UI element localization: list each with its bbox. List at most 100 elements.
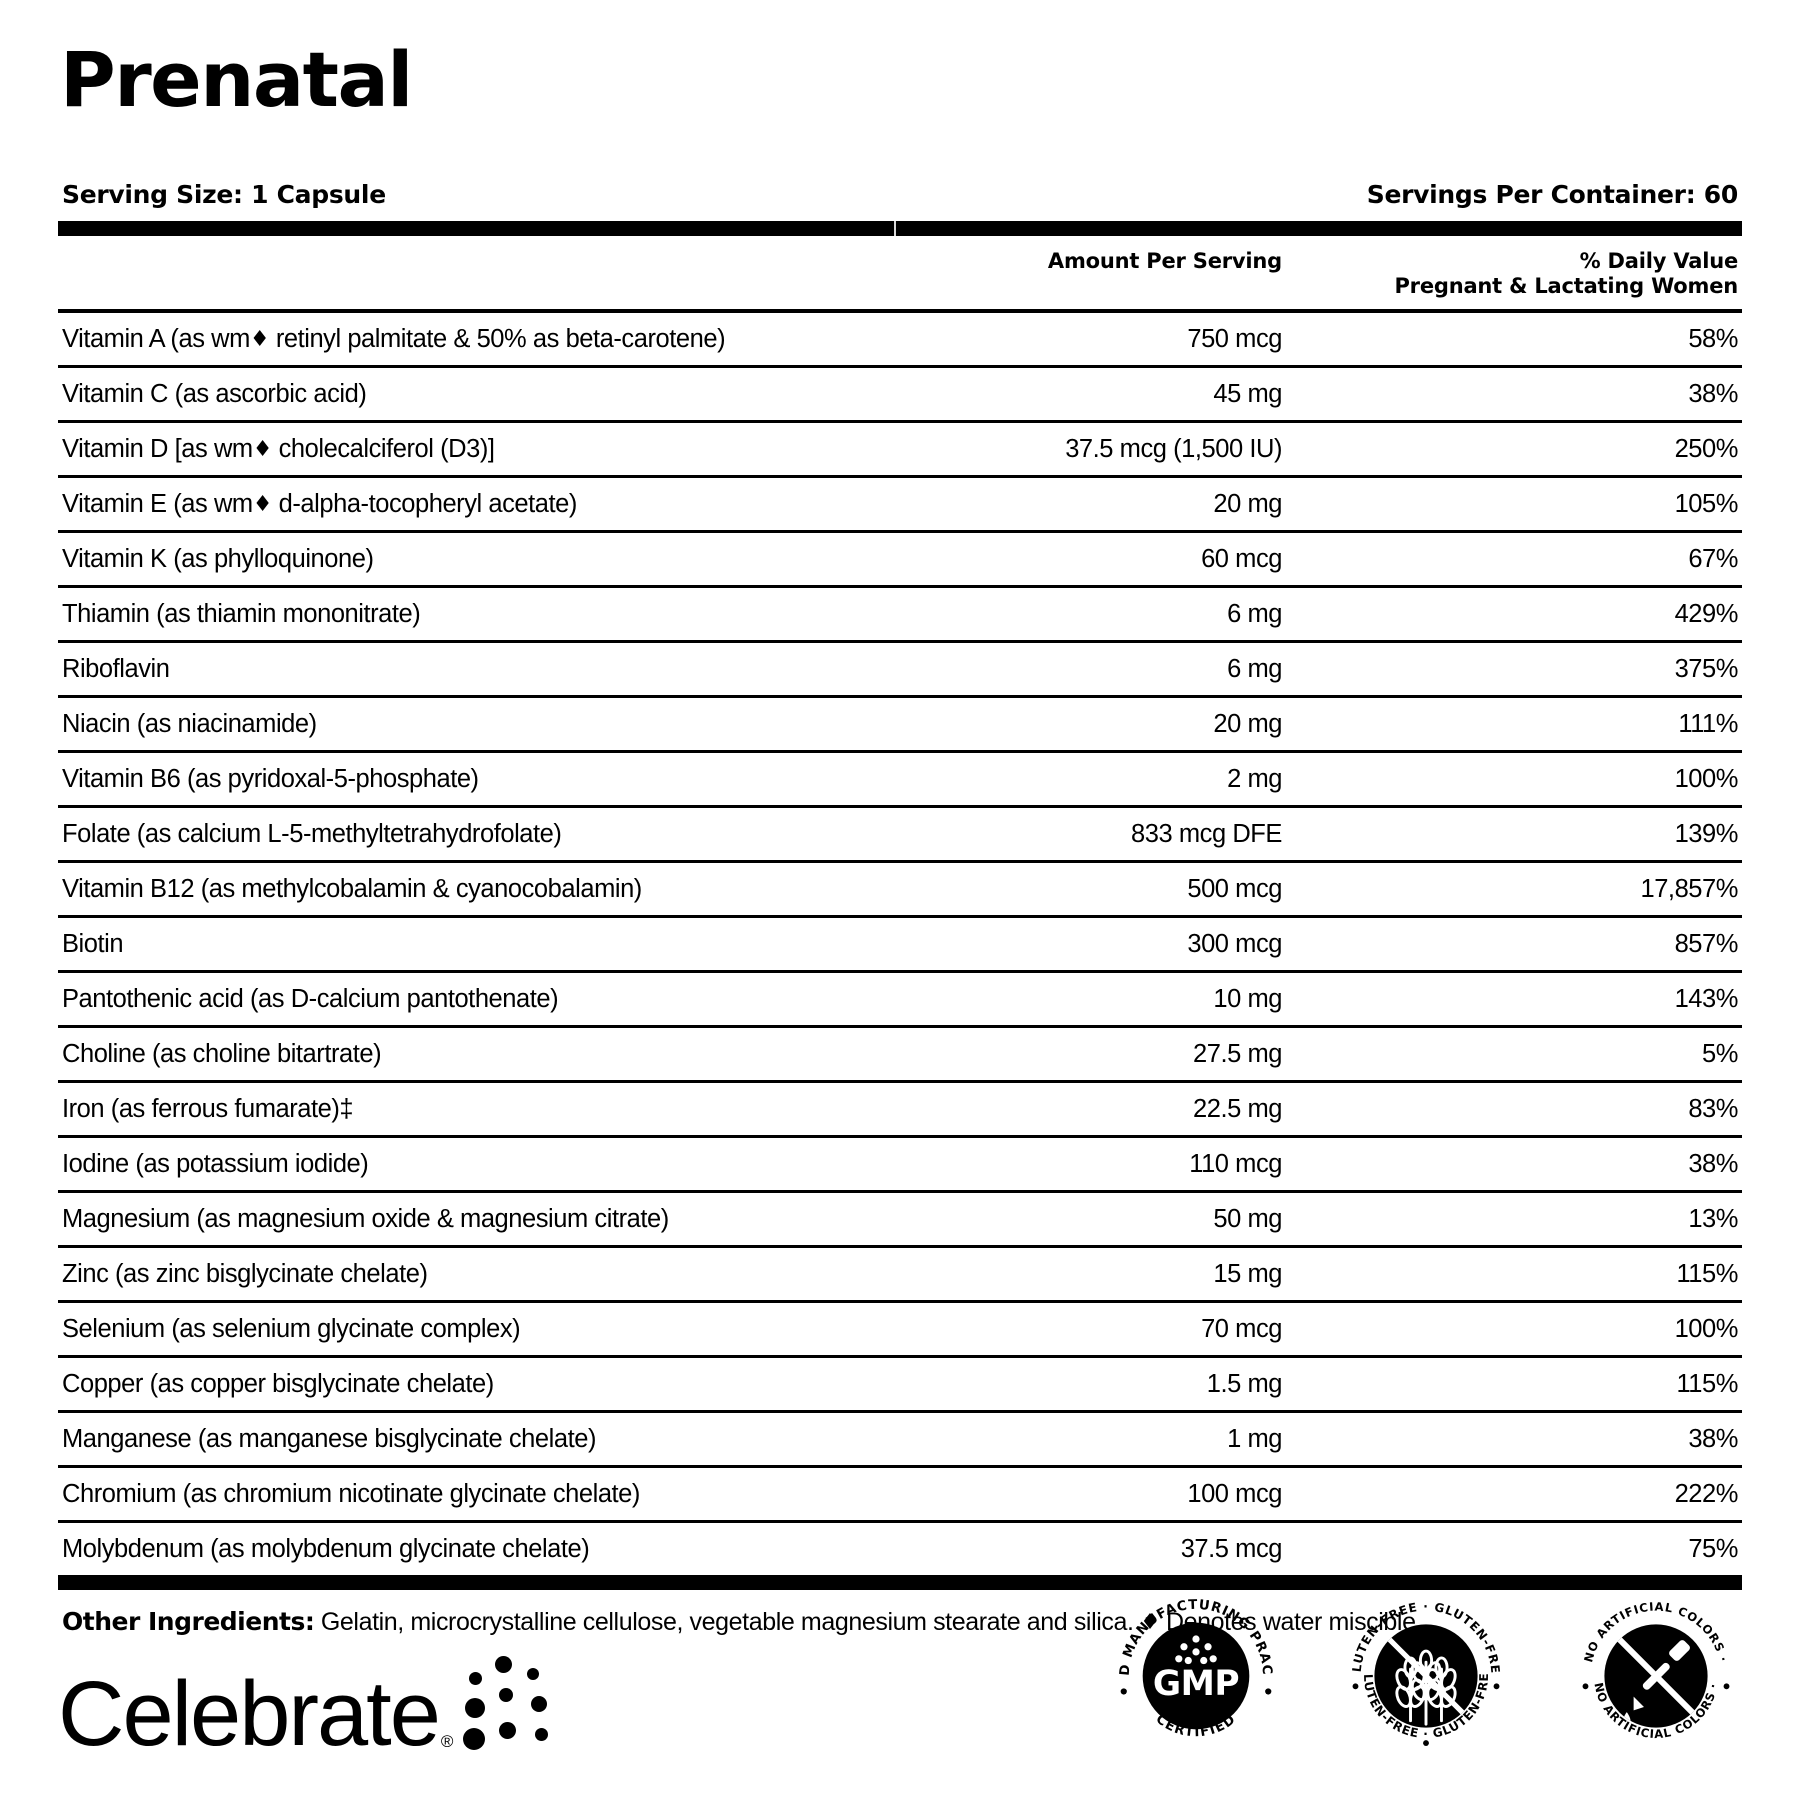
nutrient-name: Choline (as choline bitartrate) [62,1039,382,1068]
nutrient-amount: 50 mg [1213,1204,1282,1233]
nutrient-daily-value: 75% [1688,1534,1738,1563]
registered-mark: ® [440,1732,454,1751]
daily-value-line1: % Daily Value [1579,249,1739,273]
nutrient-amount: 750 mcg [1187,324,1282,353]
nutrient-daily-value: 115% [1676,1369,1738,1398]
no-artificial-colors-badge-icon: NO ARTIFICIAL COLORS · NO ARTIFICIAL COL… [1570,1590,1742,1762]
row-divider [58,749,1742,753]
nutrient-name: Vitamin D [as wm♦ cholecalciferol (D3)] [62,435,922,464]
nutrient-name-part: Vitamin A (as wm [62,324,250,353]
nutrient-daily-value: 375% [1674,654,1739,683]
nutrient-daily-value: 100% [1674,1314,1739,1343]
nutrient-name: Selenium (as selenium glycinate complex) [62,1314,521,1343]
table-row: Iron (as ferrous fumarate)‡ 22.5 mg 83% [58,1083,1742,1135]
nutrient-amount: 37.5 mcg [1180,1534,1283,1563]
nutrient-amount: 6 mg [1227,599,1282,628]
nutrient-daily-value: 38% [1688,1424,1738,1453]
nutrient-daily-value: 250% [1674,434,1739,463]
nutrient-name: Riboflavin [62,654,170,683]
row-divider [58,1189,1742,1193]
serving-info: Serving Size: 1 Capsule Servings Per Con… [58,180,1742,209]
table-column-headers: Amount Per Serving % Daily Value Pregnan… [58,236,1742,309]
nutrient-daily-value: 857% [1674,929,1739,958]
table-row: Vitamin K (as phylloquinone) 60 mcg 67% [58,533,1742,585]
water-drop-icon: ♦ [252,436,273,462]
nutrient-amount: 10 mg [1213,984,1282,1013]
table-row: Zinc (as zinc bisglycinate chelate) 15 mg… [58,1248,1742,1300]
water-drop-icon: ♦ [249,326,270,352]
nutrient-name-part: Vitamin D [as wm [62,434,253,463]
table-row: Vitamin C (as ascorbic acid) 45 mg 38% [58,368,1742,420]
row-divider [58,859,1742,863]
nutrient-daily-value: 83% [1688,1094,1738,1123]
row-divider [58,969,1742,973]
table-row: Chromium (as chromium nicotinate glycina… [58,1468,1742,1520]
nutrient-amount: 500 mcg [1187,874,1282,903]
row-divider [58,1134,1742,1138]
servings-per-container-label: Servings Per Container: 60 [1366,180,1739,209]
nutrient-amount: 833 mcg DFE [1131,819,1282,848]
table-row: Iodine (as potassium iodide) 110 mcg 38% [58,1138,1742,1190]
nutrient-table: Vitamin A (as wm♦ retinyl palmitate & 50… [58,313,1742,1575]
row-divider [58,1244,1742,1248]
table-row: Vitamin A (as wm♦ retinyl palmitate & 50… [58,313,1742,365]
table-row: Biotin 300 mcg 857% [58,918,1742,970]
nutrient-name: Vitamin A (as wm♦ retinyl palmitate & 50… [62,325,922,354]
table-row: Choline (as choline bitartrate) 27.5 mg 5% [58,1028,1742,1080]
nutrient-daily-value: 111% [1678,709,1738,738]
nutrient-name-part: cholecalciferol (D3)] [272,434,495,463]
column-header-daily-value: % Daily Value Pregnant & Lactating Women [1282,249,1738,299]
nutrient-name-part: retinyl palmitate & 50% as beta-carotene… [269,324,726,353]
row-divider [58,1409,1742,1413]
nutrient-name: Iron (as ferrous fumarate)‡ [62,1094,354,1123]
water-drop-icon: ♦ [252,491,273,517]
nutrient-amount: 37.5 mcg (1,500 IU) [1065,434,1282,463]
table-row: Thiamin (as thiamin mononitrate) 6 mg 429% [58,588,1742,640]
table-row: Magnesium (as magnesium oxide & magnesiu… [58,1193,1742,1245]
serving-size-label: Serving Size: 1 Capsule [62,180,386,209]
other-ingredients-label: Other Ingredients: [62,1606,315,1636]
nutrient-name: Vitamin B6 (as pyridoxal-5-phosphate) [62,764,479,793]
nutrient-amount: 22.5 mg [1193,1094,1282,1123]
table-row: Molybdenum (as molybdenum glycinate chel… [58,1523,1742,1575]
nutrient-name: Vitamin B12 (as methylcobalamin & cyanoc… [62,874,642,903]
table-row: Niacin (as niacinamide) 20 mg 111% [58,698,1742,750]
row-divider [58,529,1742,533]
nutrient-amount: 27.5 mg [1193,1039,1282,1068]
nutrient-name: Iodine (as potassium iodide) [62,1149,369,1178]
nutrient-name: Chromium (as chromium nicotinate glycina… [62,1479,640,1508]
row-divider [58,1024,1742,1028]
nutrient-name: Vitamin C (as ascorbic acid) [62,379,367,408]
nutrient-daily-value: 38% [1688,1149,1738,1178]
nutrient-daily-value: 139% [1674,819,1739,848]
nutrient-amount: 1.5 mg [1206,1369,1283,1398]
table-row: Riboflavin 6 mg 375% [58,643,1742,695]
column-header-amount: Amount Per Serving [1047,249,1282,273]
table-row: Pantothenic acid (as D-calcium pantothen… [58,973,1742,1025]
table-row: Vitamin D [as wm♦ cholecalciferol (D3)] 3… [58,423,1742,475]
nutrient-name: Biotin [62,929,124,958]
nutrient-amount: 6 mg [1227,654,1282,683]
table-row: Manganese (as manganese bisglycinate che… [58,1413,1742,1465]
nutrient-amount: 300 mcg [1187,929,1282,958]
nutrient-name: Magnesium (as magnesium oxide & magnesiu… [62,1204,669,1233]
row-divider [58,1464,1742,1468]
nutrient-daily-value: 100% [1674,764,1739,793]
row-divider [58,364,1742,368]
nutrient-name-part: Vitamin E (as wm [62,489,253,518]
row-divider [58,694,1742,698]
row-divider [58,639,1742,643]
table-row: Vitamin E (as wm♦ d-alpha-tocopheryl ace… [58,478,1742,530]
celebrate-logo: Celebrate ® [58,1650,569,1760]
nutrient-name-part: d-alpha-tocopheryl acetate) [272,489,578,518]
brand-and-certifications: Celebrate ® [58,1546,1742,1766]
row-divider [58,1079,1742,1083]
other-ingredients-text-a: Gelatin, microcrystalline cellulose, veg… [314,1607,1141,1636]
nutrient-daily-value: 17,857% [1640,874,1738,903]
gmp-badge-icon: GOOD MANUFACTURING PRACTICE CERTIFIED [1110,1590,1282,1762]
nutrient-name: Vitamin E (as wm♦ d-alpha-tocopheryl ace… [62,490,922,519]
nutrient-amount: 110 mcg [1189,1149,1282,1178]
certification-badges: GOOD MANUFACTURING PRACTICE CERTIFIED [1110,1590,1742,1762]
column-header-nutrient [62,249,922,299]
